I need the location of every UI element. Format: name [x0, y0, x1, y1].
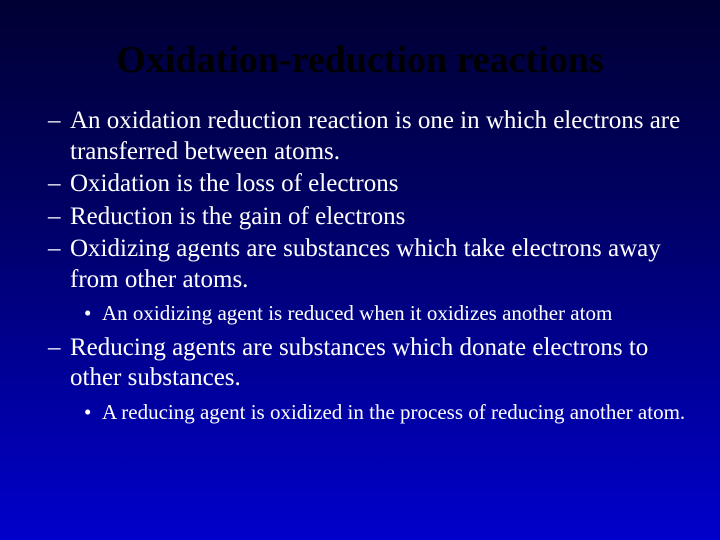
bullet-text: Reducing agents are substances which don… — [70, 333, 690, 394]
bullet-text: Oxidizing agents are substances which ta… — [70, 234, 690, 295]
slide-body: –An oxidation reduction reaction is one … — [0, 106, 720, 425]
bullet-text: An oxidation reduction reaction is one i… — [70, 106, 690, 167]
dash-icon: – — [48, 169, 70, 200]
bullet-text: Reduction is the gain of electrons — [70, 202, 690, 233]
bullet-level1: –Reduction is the gain of electrons — [48, 202, 690, 233]
bullet-level1: –Reducing agents are substances which do… — [48, 333, 690, 394]
dash-icon: – — [48, 202, 70, 233]
bullet-level1: –Oxidation is the loss of electrons — [48, 169, 690, 200]
bullet-text: Oxidation is the loss of electrons — [70, 169, 690, 200]
dash-icon: – — [48, 333, 70, 364]
slide-title: Oxidation-reduction reactions — [0, 0, 720, 106]
bullet-level1: –An oxidation reduction reaction is one … — [48, 106, 690, 167]
bullet-icon: • — [84, 301, 102, 327]
bullet-level1: –Oxidizing agents are substances which t… — [48, 234, 690, 295]
bullet-level2: •A reducing agent is oxidized in the pro… — [48, 400, 690, 426]
bullet-text: An oxidizing agent is reduced when it ox… — [102, 301, 690, 327]
bullet-level2: •An oxidizing agent is reduced when it o… — [48, 301, 690, 327]
slide: Oxidation-reduction reactions –An oxidat… — [0, 0, 720, 540]
bullet-icon: • — [84, 400, 102, 426]
dash-icon: – — [48, 234, 70, 265]
bullet-text: A reducing agent is oxidized in the proc… — [102, 400, 690, 426]
dash-icon: – — [48, 106, 70, 137]
